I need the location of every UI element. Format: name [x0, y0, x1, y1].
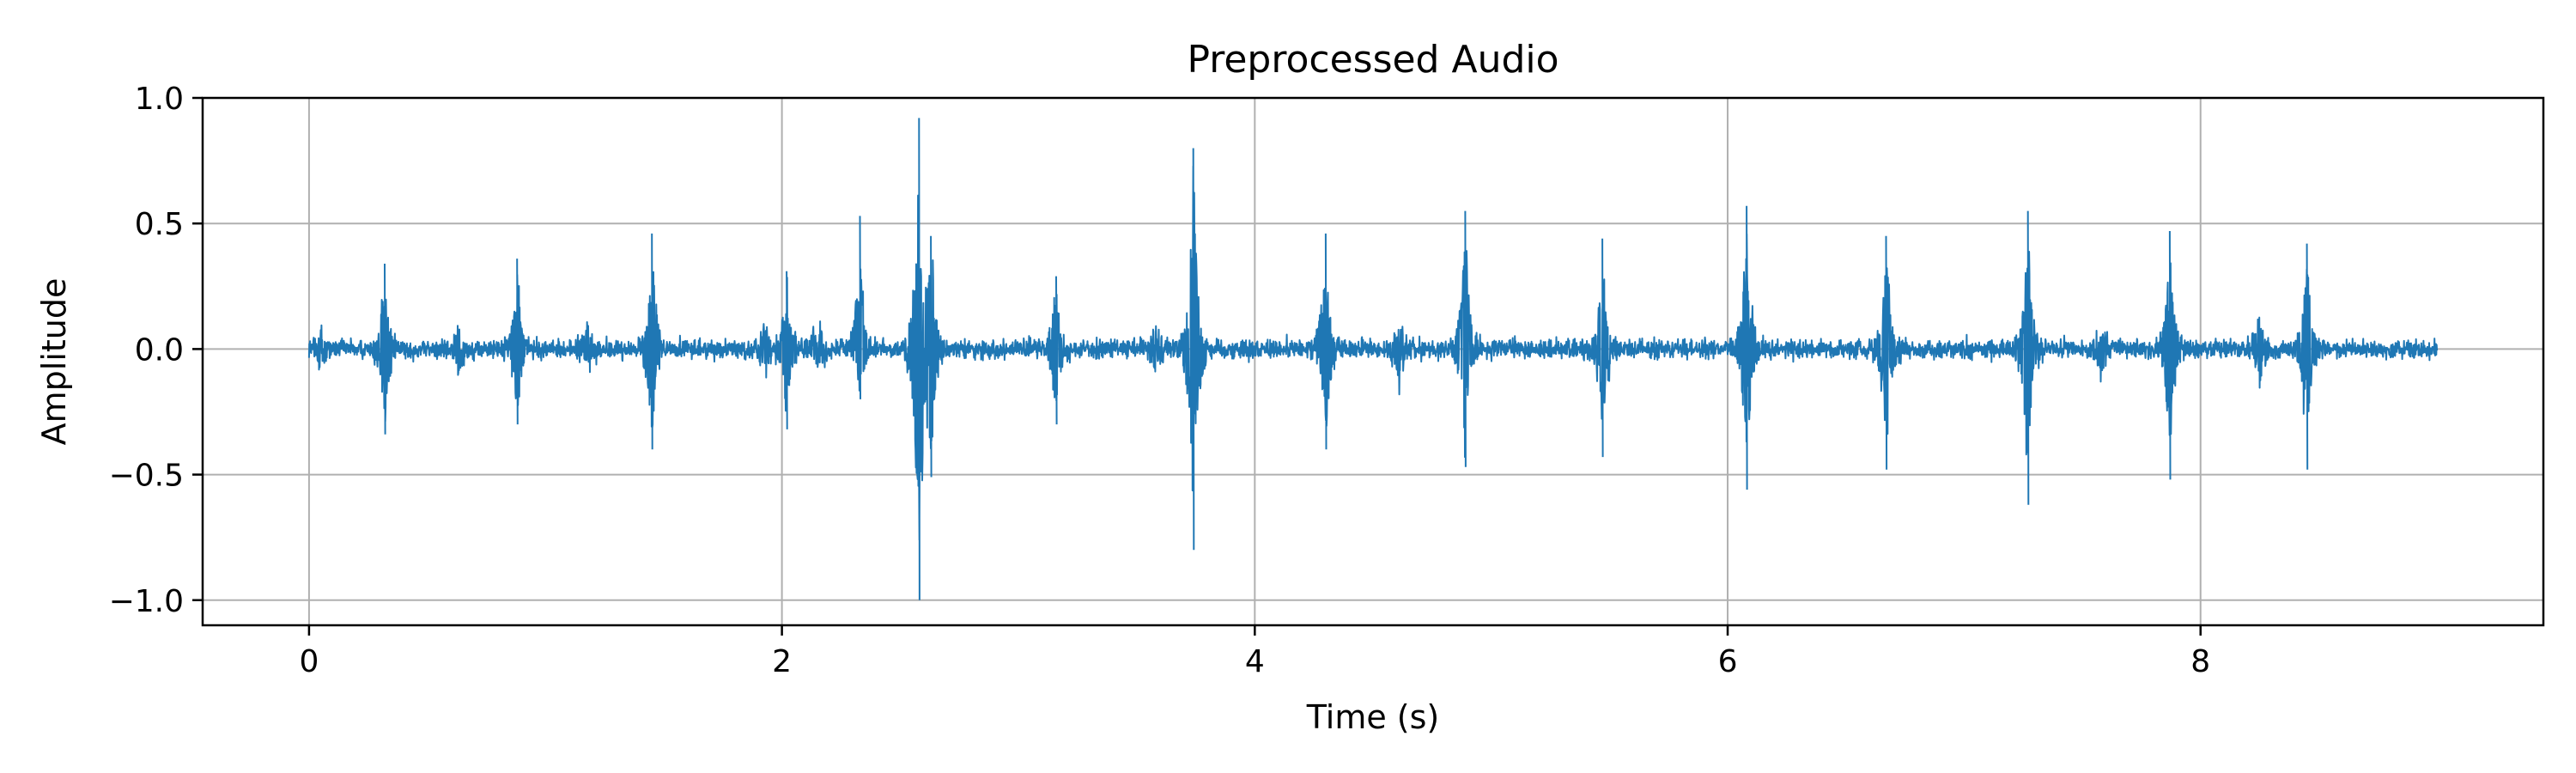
plot-frame: [201, 96, 2545, 627]
x-axis-label: Time (s): [1306, 698, 1440, 736]
axis-ticks: [192, 96, 2202, 636]
waveform-series-line: [307, 118, 2439, 600]
grid-lines: [203, 97, 2543, 625]
y-tick-label: 1.0: [135, 82, 184, 117]
y-tick-label: −1.0: [109, 584, 184, 619]
chart-title: Preprocessed Audio: [1187, 38, 1558, 82]
y-tick-label: 0.5: [135, 207, 184, 242]
x-tick-label: 0: [299, 644, 319, 679]
x-tick-label: 8: [2190, 644, 2210, 679]
x-tick-label: 6: [1718, 644, 1738, 679]
x-tick-label: 4: [1245, 644, 1265, 679]
y-tick-label: 0.0: [135, 332, 184, 368]
y-axis-label: Amplitude: [35, 278, 73, 446]
x-tick-label: 2: [772, 644, 792, 679]
y-tick-label: −0.5: [109, 459, 184, 494]
